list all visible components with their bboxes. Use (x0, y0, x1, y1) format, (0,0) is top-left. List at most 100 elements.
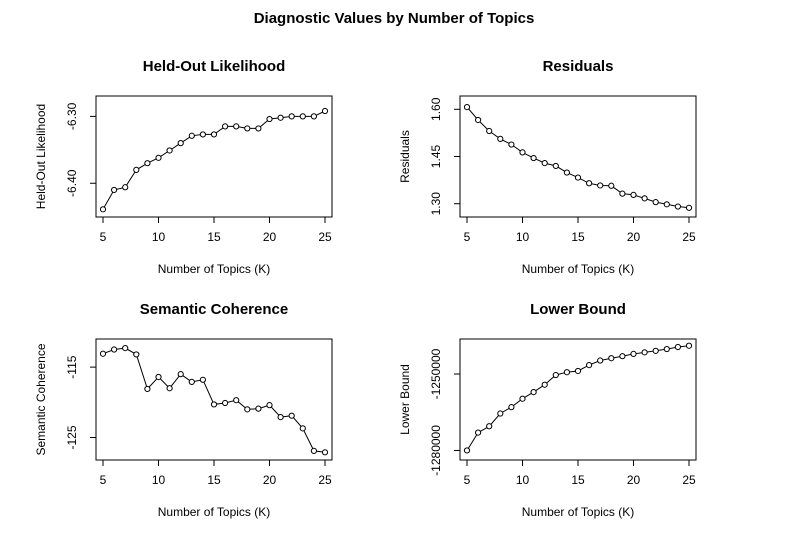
data-point (541, 381, 548, 388)
figure-title: Diagnostic Values by Number of Topics (254, 10, 535, 27)
y-tick-label: -115 (65, 355, 79, 378)
panel-lower-bound: Lower Bound Number of Topics (K) Lower Bou… (398, 301, 697, 519)
data-point (463, 447, 471, 454)
data-point (299, 425, 306, 432)
data-point (299, 113, 306, 120)
data-point (552, 162, 559, 170)
data-point (277, 413, 284, 421)
data-point (122, 345, 129, 352)
y-tick-label: -1250000 (429, 348, 443, 399)
data-point (630, 350, 637, 357)
data-point (210, 401, 218, 408)
x-tick-label: 15 (571, 230, 585, 244)
data-point (475, 116, 482, 124)
data-point (652, 199, 659, 206)
panel-held-out-likelihood: Held-Out Likelihood Number of Topics (K) H… (34, 58, 333, 276)
x-axis-label: Number of Topics (K) (522, 505, 634, 519)
data-point (99, 206, 107, 213)
data-point (244, 125, 251, 132)
y-tick-label: -1280000 (429, 425, 443, 476)
panel-title: Semantic Coherence (140, 301, 288, 318)
series-line (102, 347, 326, 453)
data-point (233, 123, 240, 130)
data-point (552, 371, 559, 379)
data-point (266, 402, 273, 409)
data-point (244, 406, 251, 413)
data-point (177, 140, 184, 147)
x-tick-label: 25 (318, 230, 332, 244)
y-axis-label: Lower Bound (398, 364, 412, 435)
data-point (530, 154, 537, 162)
data-point (541, 160, 548, 167)
x-tick-label: 5 (100, 230, 107, 244)
data-point (188, 378, 195, 386)
y-axis-label: Semantic Coherence (34, 343, 48, 455)
x-tick-label: 20 (627, 230, 641, 244)
data-point (497, 410, 504, 417)
panel-residuals: Residuals Number of Topics (K) Residuals 5 1… (398, 58, 697, 276)
x-tick-label: 10 (152, 473, 166, 487)
data-point (188, 132, 195, 139)
data-point (288, 113, 295, 120)
data-point (619, 353, 626, 360)
y-axis-label: Held-Out Likelihood (34, 104, 48, 209)
x-tick-label: 15 (571, 473, 585, 487)
y-tick-label: -6.40 (65, 169, 79, 197)
data-point (685, 204, 693, 211)
data-point (597, 182, 604, 189)
data-point (674, 203, 682, 210)
data-point (486, 127, 493, 135)
y-axis-label: Residuals (398, 130, 412, 183)
data-point (122, 184, 129, 191)
x-tick-label: 25 (318, 473, 332, 487)
data-point (586, 362, 593, 369)
data-point (608, 355, 615, 362)
data-point (133, 166, 140, 173)
data-point (133, 351, 140, 358)
y-tick-label: -6.30 (65, 102, 79, 130)
data-point (288, 412, 295, 419)
plot-frame (459, 95, 697, 218)
data-point (155, 154, 162, 161)
panel-title: Residuals (543, 58, 614, 75)
y-tick-label: 1.60 (429, 97, 443, 121)
data-point (486, 423, 493, 430)
data-point (497, 135, 504, 142)
data-point (630, 191, 637, 198)
x-axis-label: Number of Topics (K) (522, 262, 634, 276)
x-tick-label: 10 (152, 230, 166, 244)
data-point (310, 113, 317, 120)
data-point (321, 449, 329, 456)
x-tick-label: 5 (464, 230, 471, 244)
data-point (177, 371, 184, 378)
data-point (199, 131, 206, 138)
x-tick-label: 10 (516, 473, 530, 487)
data-point (619, 190, 626, 197)
data-point (641, 349, 648, 356)
data-point (233, 397, 240, 404)
data-point (563, 369, 571, 376)
x-tick-label: 25 (682, 473, 696, 487)
data-point (519, 149, 526, 156)
series-line (102, 110, 326, 210)
data-point (574, 174, 582, 181)
panel-semantic-coherence: Semantic Coherence Number of Topics (K) Se… (34, 301, 333, 519)
y-tick-label: -125 (65, 425, 79, 449)
data-point (508, 141, 515, 148)
x-tick-label: 10 (516, 230, 530, 244)
data-point (663, 201, 670, 208)
y-tick-label: 1.45 (429, 144, 443, 168)
data-point (574, 367, 582, 375)
y-tick-label: 1.30 (429, 192, 443, 216)
data-point (111, 186, 118, 194)
x-axis-label: Number of Topics (K) (158, 262, 270, 276)
data-point (222, 399, 229, 407)
data-point (475, 429, 482, 436)
data-point (255, 125, 262, 132)
x-axis-label: Number of Topics (K) (158, 505, 270, 519)
x-tick-label: 20 (263, 473, 277, 487)
data-point (111, 346, 118, 353)
data-point (674, 343, 682, 351)
x-tick-label: 5 (464, 473, 471, 487)
